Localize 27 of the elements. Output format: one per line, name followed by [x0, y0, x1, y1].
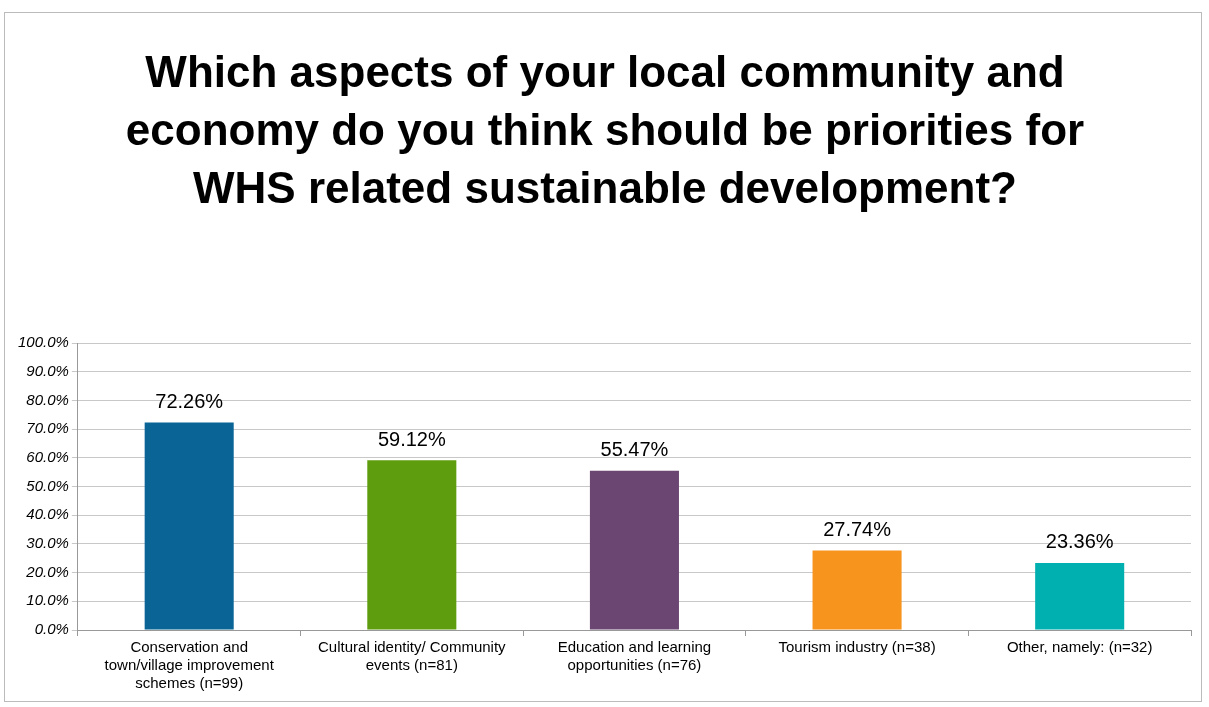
y-tick-label: 20.0% — [25, 562, 69, 580]
x-tick-label: Education and learning opportunities (n=76) — [557, 638, 712, 674]
bar — [812, 550, 902, 630]
y-tick-label: 30.0% — [26, 534, 69, 552]
x-tick-label: Other, namely: (n=32) — [1006, 638, 1153, 656]
x-tick-label: Cultural identity/ Community events (n=81) — [318, 638, 507, 674]
x-tick-label: Tourism industry (n=38) — [778, 638, 936, 656]
chart-title: Which aspects of your local community and economy do you think should be priorities for WHS related sustainable development? — [124, 46, 1086, 214]
y-tick-label: 40.0% — [26, 505, 69, 523]
data-label: 59.12% — [377, 427, 446, 450]
y-tick-label: 80.0% — [26, 390, 69, 408]
bar — [589, 470, 679, 630]
data-label: 23.36% — [1045, 530, 1114, 553]
y-tick-label: 70.0% — [26, 419, 69, 437]
y-tick-label: 100.0% — [18, 333, 69, 351]
data-label: 55.47% — [600, 438, 669, 461]
data-label: 27.74% — [823, 517, 892, 540]
y-tick-label: 50.0% — [26, 476, 69, 494]
x-tick-label: Conservation and town/village improvement schemes (n=99) — [104, 638, 275, 692]
y-tick-label: 60.0% — [26, 447, 69, 465]
y-tick-label: 10.0% — [26, 591, 69, 609]
bar — [1035, 562, 1125, 630]
y-tick-label: 0.0% — [34, 620, 69, 638]
bar — [367, 460, 457, 630]
y-tick-label: 90.0% — [26, 361, 69, 379]
bar — [144, 422, 234, 630]
data-label: 72.26% — [155, 390, 224, 413]
